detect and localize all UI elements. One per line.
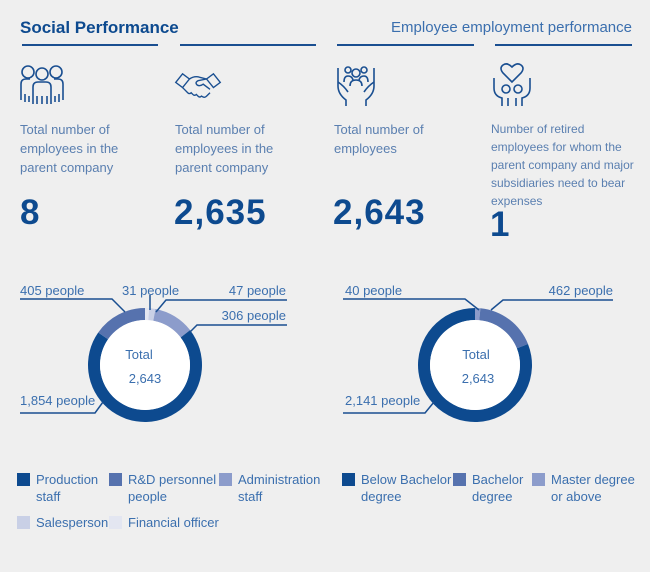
stat-value: 8 bbox=[20, 193, 41, 232]
donut-slice-production-staff bbox=[88, 330, 202, 422]
donut-slice-bachelor-degree bbox=[479, 308, 528, 349]
data-label: 2,141 people bbox=[345, 393, 421, 408]
legend-item: Production staff bbox=[17, 471, 112, 505]
stat-label: Number of retired employees for whom the… bbox=[491, 122, 634, 208]
leader-line bbox=[343, 298, 480, 311]
legend-label: R&D personnel people bbox=[128, 472, 217, 504]
divider bbox=[180, 44, 316, 46]
legend-swatch bbox=[219, 473, 232, 486]
stat-value: 1 bbox=[490, 205, 511, 244]
leader-line bbox=[189, 324, 287, 333]
legend-swatch bbox=[17, 516, 30, 529]
legend-item: Master degree or above bbox=[532, 471, 642, 505]
legend-label: Bachelor degree bbox=[472, 472, 524, 504]
legend-swatch bbox=[532, 473, 545, 486]
people-group-icon bbox=[20, 65, 64, 104]
stat-label: Total number of employees in the parent … bbox=[20, 122, 119, 175]
donut-center-value: 2,643 bbox=[462, 371, 495, 386]
legend-swatch bbox=[109, 516, 122, 529]
data-label: 1,854 people bbox=[20, 393, 96, 408]
donut-chart-position bbox=[88, 308, 202, 422]
legend-item: Below Bachelor degree bbox=[342, 471, 452, 505]
leader-line bbox=[20, 298, 126, 313]
donut-slice-salesperson bbox=[148, 308, 156, 321]
donut-chart-education bbox=[418, 308, 532, 422]
data-label: 31 people bbox=[122, 283, 180, 298]
stat-value: 2,635 bbox=[174, 193, 267, 232]
donut-charts: Total 2,643 Total 2,643 bbox=[20, 295, 613, 422]
stat-value: 2,643 bbox=[333, 193, 426, 232]
handshake-icon bbox=[174, 72, 222, 98]
data-label: 40 people bbox=[345, 283, 403, 298]
divider bbox=[495, 44, 632, 46]
donut-slice-master-degree-or-above bbox=[475, 308, 481, 321]
legend-item: Administration staff bbox=[219, 471, 324, 505]
data-label: 405 people bbox=[20, 283, 85, 298]
leader-line bbox=[155, 299, 287, 313]
leader-lines bbox=[20, 295, 613, 414]
legend-label: Production staff bbox=[36, 472, 99, 504]
section-subtitle: Employee employment performance bbox=[391, 19, 632, 36]
hands-holding-people-icon bbox=[337, 66, 375, 106]
legend-swatch bbox=[17, 473, 30, 486]
leader-line bbox=[343, 401, 435, 414]
legend-item: Bachelor degree bbox=[453, 471, 528, 505]
stat-label: Total number of employees bbox=[334, 122, 424, 156]
data-label: 47 people bbox=[228, 283, 286, 298]
legend-item: R&D personnel people bbox=[109, 471, 219, 505]
section-title: Social Performance bbox=[20, 18, 179, 37]
donut-slice-r-d-personnel-people bbox=[98, 308, 145, 340]
leader-line bbox=[490, 299, 613, 311]
leader-line bbox=[20, 401, 104, 414]
legend-label: Financial officer bbox=[128, 515, 219, 530]
donut-slice-administration-staff bbox=[153, 308, 191, 338]
data-label: 462 people bbox=[548, 283, 613, 298]
divider bbox=[22, 44, 158, 46]
legend-label: Salesperson bbox=[36, 515, 109, 530]
legend-label: Below Bachelor degree bbox=[361, 472, 452, 504]
legend-item: Financial officer bbox=[109, 514, 229, 531]
donut-center bbox=[430, 320, 520, 410]
donut-center bbox=[100, 320, 190, 410]
legend-swatch bbox=[453, 473, 466, 486]
donut-slice-financial-officer bbox=[145, 308, 150, 321]
stat-label: Total number of employees in the parent … bbox=[175, 122, 274, 175]
legend-swatch bbox=[109, 473, 122, 486]
legend-label: Administration staff bbox=[238, 472, 321, 504]
heart-people-icon bbox=[493, 63, 531, 106]
donut-center-value: 2,643 bbox=[129, 371, 162, 386]
legend-label: Master degree or above bbox=[551, 472, 635, 504]
donut-center-label: Total bbox=[462, 347, 490, 362]
divider bbox=[337, 44, 474, 46]
legend-swatch bbox=[342, 473, 355, 486]
legend-item: Salesperson bbox=[17, 514, 112, 531]
donut-center-label: Total bbox=[125, 347, 153, 362]
data-label: 306 people bbox=[221, 308, 286, 323]
